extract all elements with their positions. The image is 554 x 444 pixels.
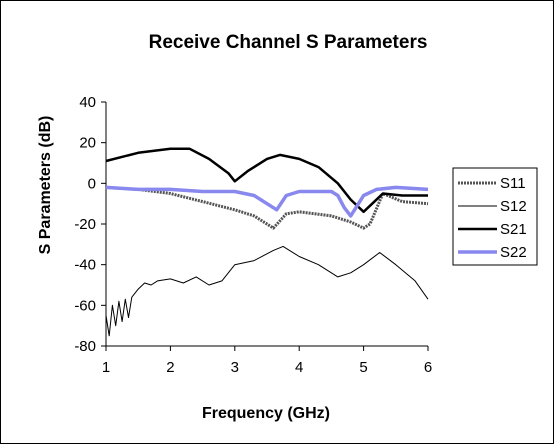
y-tick-label: 40 <box>79 94 96 111</box>
y-tick-label: -40 <box>74 257 96 274</box>
series-line-s12 <box>105 245 429 337</box>
x-tick-label: 5 <box>359 359 367 376</box>
chart-title: Receive Channel S Parameters <box>149 32 428 53</box>
x-tick-label: 4 <box>295 359 303 376</box>
x-tick-label: 1 <box>102 359 110 376</box>
x-tick-label: 3 <box>231 359 239 376</box>
series-line-s11 <box>105 185 429 230</box>
y-tick-label: -80 <box>74 338 96 355</box>
legend-label-s11: S11 <box>500 175 526 192</box>
y-tick-label: 0 <box>88 175 96 192</box>
axes: -80 -60 -40 -20 0 20 40 1 2 3 4 5 6 <box>74 94 432 376</box>
legend-label-s22: S22 <box>500 244 527 261</box>
plot-area <box>105 147 429 337</box>
y-tick-label: -20 <box>74 216 96 233</box>
y-tick-label: 20 <box>79 135 96 152</box>
y-tick-label: -60 <box>74 297 96 314</box>
series-line-s22 <box>105 185 429 218</box>
series-line-s21 <box>105 147 428 214</box>
x-axis-title: Frequency (GHz) <box>202 405 330 422</box>
legend: S11 S12 S21 S22 <box>452 167 538 266</box>
y-axis-title: S Parameters (dB) <box>37 116 54 255</box>
legend-label-s21: S21 <box>500 221 527 238</box>
x-tick-label: 6 <box>424 359 432 376</box>
x-tick-label: 2 <box>166 359 174 376</box>
legend-label-s12: S12 <box>500 198 527 215</box>
